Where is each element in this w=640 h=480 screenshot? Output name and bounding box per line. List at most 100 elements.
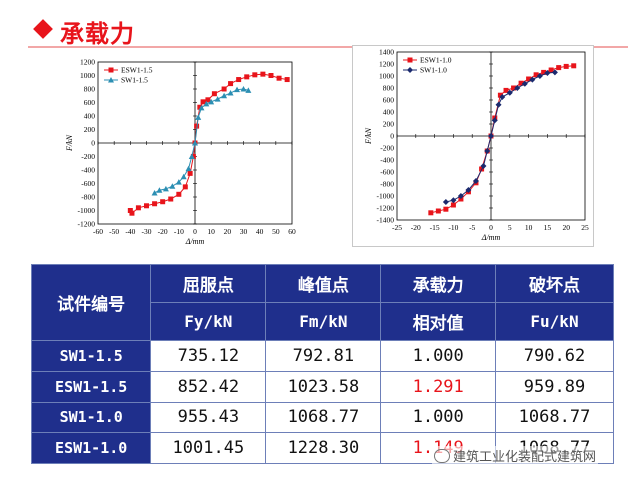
x-tick-label: 5 xyxy=(508,223,512,232)
data-point xyxy=(194,123,200,129)
data-point xyxy=(458,196,464,202)
data-point xyxy=(503,87,509,93)
bullet-diamond-icon xyxy=(33,19,53,39)
header-yield: 屈服点 xyxy=(150,263,267,304)
data-point xyxy=(180,173,187,180)
watermark: 建筑工业化装配式建筑网 xyxy=(432,446,599,465)
section-header: 承载力 xyxy=(0,8,640,48)
data-point xyxy=(185,165,192,172)
data-point xyxy=(228,81,234,87)
y-tick-label: -800 xyxy=(81,193,95,202)
series-line xyxy=(430,65,574,214)
data-point xyxy=(260,71,266,77)
data-point xyxy=(465,187,472,193)
data-point xyxy=(484,148,491,154)
data-point xyxy=(214,96,221,102)
data-point xyxy=(521,80,528,87)
data-point xyxy=(152,201,158,207)
x-axis-label: Δ/mm xyxy=(185,237,205,246)
data-point xyxy=(176,191,182,197)
x-tick-label: -20 xyxy=(158,227,168,236)
data-point xyxy=(182,184,188,190)
table-row: SW1-1.5 735.12 792.81 1.000 790.62 xyxy=(30,340,615,372)
cell-fy: 735.12 xyxy=(150,340,267,372)
data-point xyxy=(198,104,205,111)
y-tick-label: 1200 xyxy=(379,60,394,69)
header-underline xyxy=(28,46,628,48)
header-peak-unit: Fm/kN xyxy=(265,302,382,342)
data-point xyxy=(205,97,211,103)
y-tick-label: 200 xyxy=(84,125,96,134)
data-point xyxy=(127,208,133,213)
x-tick-label: 15 xyxy=(544,223,552,232)
data-point xyxy=(435,208,441,214)
y-tick-label: 0 xyxy=(390,132,394,141)
hysteresis-chart-1-0: -1400 -1200 -1000 -800 -600 -400 -200 0 200 400 60… xyxy=(352,45,594,247)
data-point xyxy=(556,65,562,71)
x-tick-label: -15 xyxy=(430,223,440,232)
data-point xyxy=(108,77,114,83)
y-tick-label: -600 xyxy=(81,179,95,188)
data-point xyxy=(536,73,543,79)
data-point xyxy=(518,80,524,86)
data-point xyxy=(563,63,569,69)
data-point xyxy=(156,187,163,193)
capacity-table: 试件编号 屈服点 峰值点 承载力 破坏点 Fy/kN Fm/kN 相对值 Fu/… xyxy=(30,263,615,464)
y-tick-label: 0 xyxy=(91,139,95,148)
data-point xyxy=(533,72,539,78)
series-SW1-1.5 xyxy=(151,86,252,196)
cell-fu: 1068.77 xyxy=(494,401,615,434)
data-point xyxy=(227,90,234,96)
data-point xyxy=(514,85,521,91)
y-tick-label: -400 xyxy=(380,156,394,165)
hysteresis-chart-1-5: -1200 -1000 -800 -600 -400 -200 0 200 400 600 800 1… xyxy=(52,58,300,250)
header-peak: 峰值点 xyxy=(265,263,382,304)
x-tick-label: 10 xyxy=(207,227,215,236)
data-point xyxy=(480,163,487,169)
x-tick-label: 0 xyxy=(489,223,493,232)
x-tick-label: -5 xyxy=(469,223,475,232)
watermark-text: 建筑工业化装配式建筑网 xyxy=(453,449,597,464)
x-tick-label: 40 xyxy=(256,227,264,236)
y-axis-label: F/kN xyxy=(65,134,74,152)
table-row: ESW1-1.5 852.42 1023.58 1.291 959.89 xyxy=(30,370,615,403)
legend-label: ESW1-1.5 xyxy=(121,66,153,75)
data-point xyxy=(168,196,174,202)
legend-label: ESW1-1.0 xyxy=(420,56,452,65)
y-tick-label: -200 xyxy=(81,152,95,161)
row-specimen-id: SW1-1.0 xyxy=(30,401,152,434)
y-tick-label: -1000 xyxy=(78,206,96,215)
data-point xyxy=(129,210,135,216)
cell-relative-highlight: 1.291 xyxy=(380,370,496,403)
y-tick-label: 800 xyxy=(383,84,395,93)
x-tick-label: 30 xyxy=(240,227,248,236)
data-point xyxy=(211,91,217,97)
data-point xyxy=(526,76,532,82)
data-point xyxy=(236,77,242,83)
x-tick-label: 25 xyxy=(581,223,589,232)
table-header-row: 试件编号 屈服点 峰值点 承载力 破坏点 xyxy=(30,263,615,342)
data-point xyxy=(245,87,252,93)
data-point xyxy=(195,114,202,120)
x-tick-label: -40 xyxy=(125,227,135,236)
data-point xyxy=(244,74,250,80)
series-ESW1-1.0 xyxy=(428,63,577,216)
x-tick-label: 20 xyxy=(562,223,570,232)
data-point xyxy=(497,92,503,98)
y-tick-label: -1400 xyxy=(377,216,395,225)
chart-svg-right: -1400-1200-1000-800-600-400-200020040060… xyxy=(364,48,589,243)
x-tick-label: -30 xyxy=(142,227,152,236)
x-tick-label: 10 xyxy=(525,223,533,232)
y-tick-label: 1200 xyxy=(80,58,95,67)
data-point xyxy=(208,98,215,105)
y-tick-label: 400 xyxy=(383,108,395,117)
data-point xyxy=(169,183,176,189)
data-point xyxy=(151,189,158,196)
data-point xyxy=(443,206,449,212)
cell-fm: 1228.30 xyxy=(265,432,382,464)
y-tick-label: 800 xyxy=(84,85,96,94)
row-specimen-id: SW1-1.5 xyxy=(30,340,152,372)
data-point xyxy=(203,100,210,107)
x-tick-label: -10 xyxy=(174,227,184,236)
x-tick-label: 20 xyxy=(224,227,232,236)
